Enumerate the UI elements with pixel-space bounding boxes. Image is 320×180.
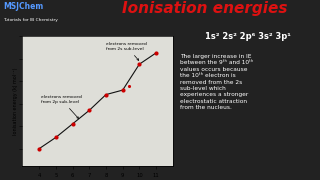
Y-axis label: Ionisation energy (kJ mol⁻¹): Ionisation energy (kJ mol⁻¹) [13, 67, 18, 135]
Text: Tutorials for IB Chemistry: Tutorials for IB Chemistry [3, 18, 58, 22]
Point [154, 51, 159, 54]
Point [127, 85, 132, 88]
Point [53, 136, 58, 139]
Point [87, 109, 92, 112]
Point [120, 89, 125, 92]
Text: The larger increase in IE
between the 9ᵗʰ and 10ᵗʰ
values occurs because
the 10ᵗ: The larger increase in IE between the 9ᵗ… [180, 54, 254, 110]
Point [36, 147, 42, 150]
Point [70, 122, 75, 125]
Text: electrons removed
from 2p sub-level: electrons removed from 2p sub-level [41, 95, 82, 118]
Text: MSJChem: MSJChem [3, 2, 44, 11]
Text: electrons removed
from 2s sub-level: electrons removed from 2s sub-level [106, 42, 147, 60]
Point [103, 93, 108, 96]
Text: Ionisation energies: Ionisation energies [122, 1, 287, 16]
Point [137, 63, 142, 66]
Text: 1s² 2s² 2p⁶ 3s² 3p¹: 1s² 2s² 2p⁶ 3s² 3p¹ [205, 32, 291, 41]
